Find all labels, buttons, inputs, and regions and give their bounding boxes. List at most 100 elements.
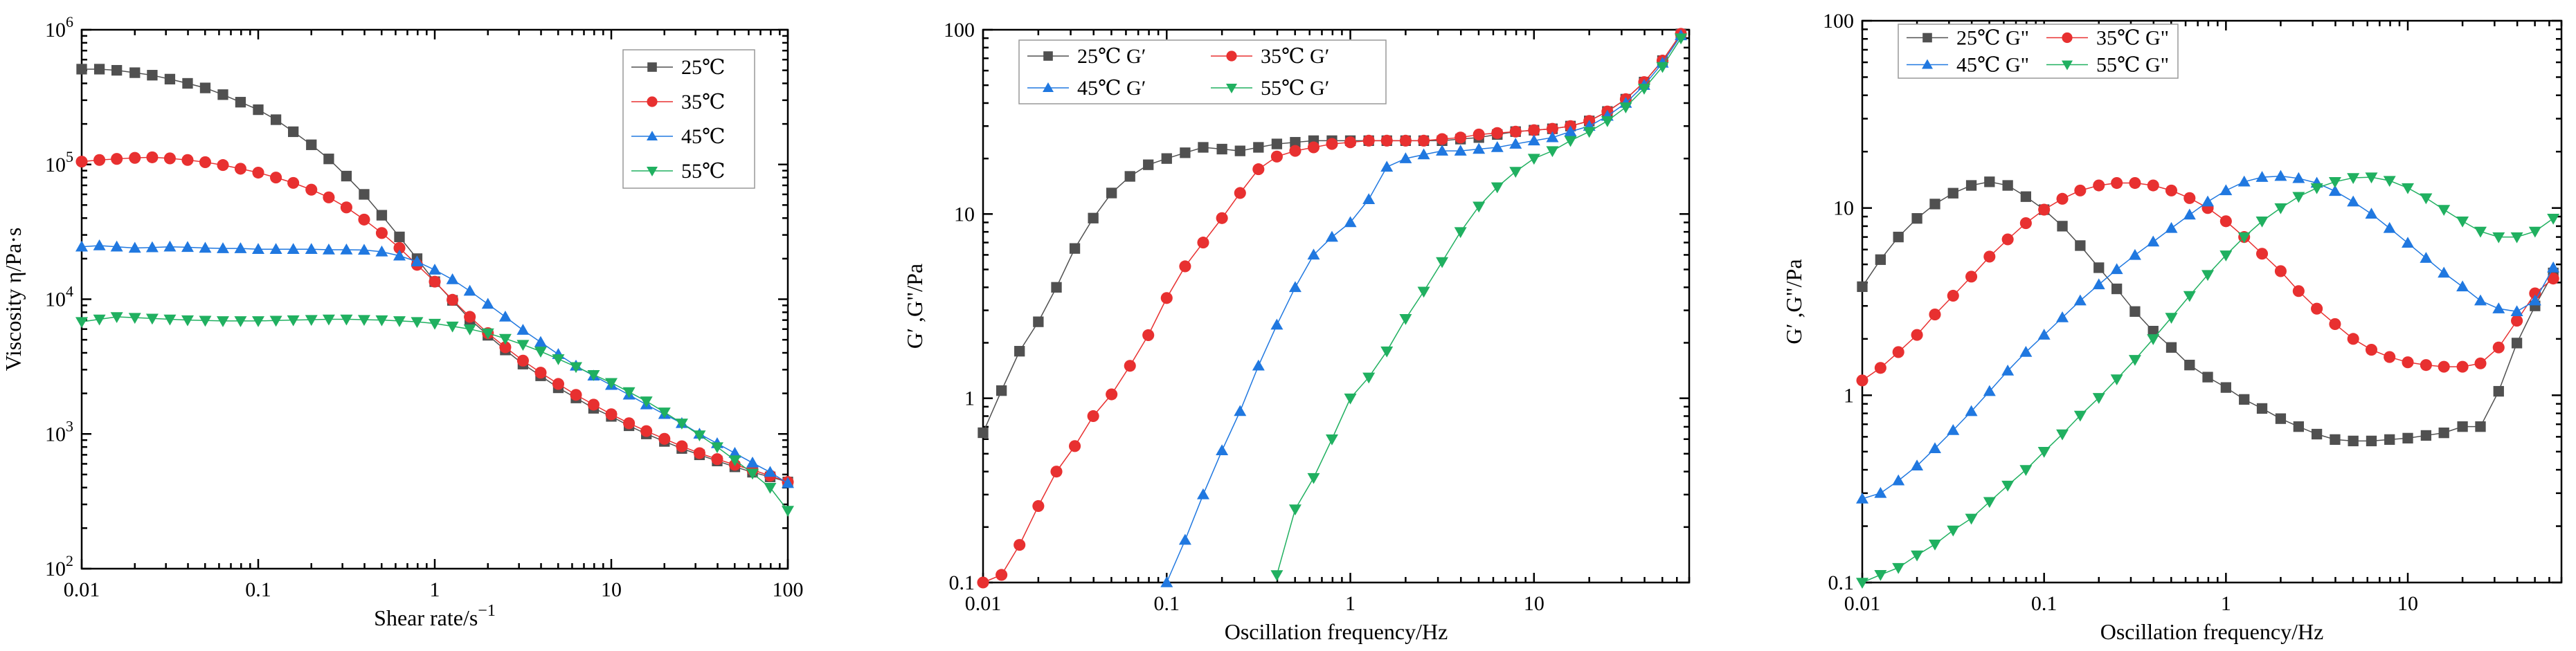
data-point	[1325, 230, 1338, 242]
data-point	[322, 243, 335, 255]
data-point	[110, 240, 123, 252]
data-point	[93, 64, 105, 75]
data-point	[2510, 232, 2523, 244]
data-point	[1509, 125, 1522, 138]
legend-item: 25℃	[631, 56, 726, 79]
data-point	[234, 316, 247, 327]
data-point	[2092, 393, 2105, 404]
data-point	[605, 408, 618, 421]
data-point	[1856, 492, 1868, 504]
data-point	[2383, 221, 2396, 233]
data-point	[2474, 294, 2487, 306]
data-point	[252, 316, 264, 327]
data-point	[2219, 215, 2232, 228]
data-point	[2528, 294, 2541, 306]
data-point	[552, 354, 565, 365]
data-point	[996, 385, 1007, 396]
data-point	[1454, 131, 1467, 144]
data-point	[163, 240, 177, 252]
data-point	[1088, 212, 1099, 223]
data-point	[782, 477, 794, 488]
data-point	[1947, 289, 1959, 302]
data-point	[2311, 428, 2323, 440]
y-tick-label: 10	[1833, 197, 1854, 220]
series-3	[1270, 33, 1688, 581]
data-point	[764, 466, 777, 477]
legend-box	[1018, 39, 1387, 104]
data-point	[1528, 124, 1540, 136]
data-point	[163, 314, 177, 326]
data-point	[693, 430, 706, 441]
data-point	[2183, 291, 2196, 302]
data-point	[2402, 183, 2415, 194]
data-point	[1546, 146, 1559, 158]
legend: 25℃ G" 35℃ G" 45℃ G" 55℃ G"	[1898, 24, 2179, 79]
data-point	[2493, 385, 2504, 397]
data-point	[2420, 193, 2433, 205]
series-line	[982, 33, 1682, 583]
data-point	[2420, 359, 2432, 372]
data-point	[1216, 444, 1229, 456]
data-point	[996, 569, 1008, 581]
y-axis-title: Viscosity η/Pa·s	[1, 228, 26, 372]
x-tick-label: 0.1	[2031, 592, 2057, 615]
data-point	[978, 427, 989, 439]
data-point	[147, 70, 158, 81]
data-point	[534, 347, 547, 358]
data-point	[1675, 33, 1688, 45]
data-point	[1874, 486, 1887, 498]
data-point	[1911, 213, 1922, 224]
data-point	[2365, 208, 2378, 219]
data-point	[1965, 271, 1978, 283]
data-point	[1546, 122, 1558, 135]
data-point	[1583, 127, 1596, 138]
x-tick-label: 10	[1524, 592, 1544, 615]
legend-label: 45℃ G′	[1077, 77, 1146, 100]
data-point	[2311, 302, 2323, 315]
legend: 25℃ G′ 35℃ G′ 45℃ G′ 55℃ G′	[1018, 39, 1387, 104]
data-point	[1326, 138, 1338, 150]
y-tick-label: 10	[954, 203, 975, 226]
data-point	[393, 241, 406, 255]
data-point	[1472, 201, 1486, 213]
data-point	[2383, 176, 2396, 187]
data-point	[270, 172, 282, 184]
data-point	[1197, 237, 1209, 249]
data-point	[2310, 183, 2323, 194]
data-point	[1454, 227, 1467, 239]
y-tick-exponent: 4	[66, 283, 73, 300]
data-point	[75, 317, 88, 329]
data-point	[1288, 504, 1301, 516]
data-point	[253, 104, 264, 116]
data-point	[2093, 262, 2105, 273]
data-point	[2128, 355, 2141, 366]
data-point	[446, 321, 459, 333]
data-point	[587, 369, 600, 381]
legend-marker	[1226, 51, 1237, 62]
data-point	[552, 378, 565, 390]
data-point	[375, 315, 388, 327]
data-point	[534, 336, 547, 347]
data-point	[1124, 171, 1135, 182]
data-point	[145, 241, 159, 253]
data-point	[2402, 356, 2414, 369]
data-point	[375, 245, 388, 257]
data-point	[129, 67, 141, 78]
data-point	[728, 447, 741, 458]
data-point	[1362, 134, 1375, 147]
data-point	[2348, 435, 2359, 447]
x-tick-label: 0.01	[965, 592, 1002, 615]
legend-box	[622, 49, 755, 189]
data-point	[181, 154, 194, 166]
data-point	[1564, 125, 1577, 136]
data-point	[2328, 177, 2341, 188]
data-point	[1380, 161, 1394, 172]
series-3	[75, 312, 794, 517]
data-point	[305, 243, 318, 254]
data-point	[2128, 248, 2141, 260]
data-point	[764, 482, 777, 494]
data-point	[252, 243, 264, 254]
data-point	[181, 315, 194, 327]
data-point	[1436, 145, 1449, 156]
data-point	[2074, 184, 2087, 196]
